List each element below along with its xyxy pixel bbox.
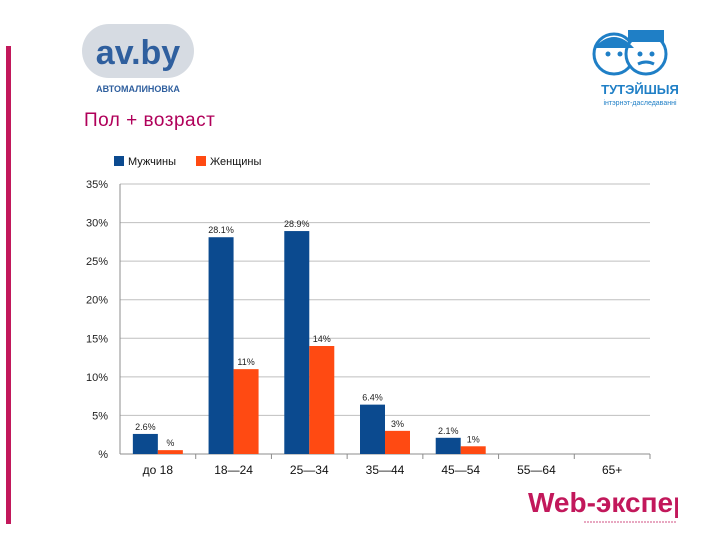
legend-swatch-men xyxy=(114,156,124,166)
y-tick-label: 20% xyxy=(86,295,108,307)
y-tick-label: 30% xyxy=(86,218,108,230)
bar-women xyxy=(385,430,410,454)
web-expert-logo-text: Web-эксперт xyxy=(528,487,678,518)
tuteishyya-logo-text: ТУТЭЙШЫЯ xyxy=(601,82,679,97)
av-by-logo-subtitle: АВТОМАЛИНОВКА xyxy=(96,84,180,94)
x-tick-label: до 18 xyxy=(143,463,174,477)
bar-women xyxy=(309,346,335,454)
data-label-men: 2.6% xyxy=(135,422,156,432)
legend-swatch-women xyxy=(196,156,206,166)
bar-women xyxy=(233,369,259,454)
y-tick-label: 35% xyxy=(86,179,108,191)
data-label-women: 3% xyxy=(391,419,404,429)
data-label-men: 28.1% xyxy=(208,225,234,235)
bar-men xyxy=(435,437,461,454)
bar-men xyxy=(284,231,310,454)
x-tick-label: 25—34 xyxy=(290,463,329,477)
data-label-men: 28.9% xyxy=(284,219,310,229)
x-tick-label: 45—54 xyxy=(441,463,480,477)
legend-label-men: Мужчины xyxy=(128,156,176,168)
tuteishyya-logo: ТУТЭЙШЫЯ інтэрнэт-даследаванні xyxy=(592,30,679,107)
y-tick-label: 10% xyxy=(86,372,108,384)
x-tick-label: 18—24 xyxy=(214,463,253,477)
data-label-men: 6.4% xyxy=(362,393,383,403)
data-label-men: 2.1% xyxy=(438,426,459,436)
y-tick-label: 5% xyxy=(92,410,108,422)
slide-title: Пол + возраст xyxy=(84,110,216,131)
bar-women xyxy=(157,450,183,454)
data-label-women: % xyxy=(166,438,174,448)
av-by-logo-text: av.by xyxy=(96,34,181,72)
legend-label-women: Женщины xyxy=(210,156,261,168)
x-tick-label: 35—44 xyxy=(366,463,405,477)
x-tick-label: 55—64 xyxy=(517,463,556,477)
bar-men xyxy=(208,237,234,454)
y-tick-label: 15% xyxy=(86,333,108,345)
bar-women xyxy=(460,446,486,454)
left-accent-bar xyxy=(6,46,11,524)
y-tick-label: 25% xyxy=(86,256,108,268)
data-label-women: 11% xyxy=(237,357,254,367)
bar-men xyxy=(132,433,158,454)
y-tick-label: % xyxy=(98,449,108,461)
x-tick-label: 65+ xyxy=(602,463,622,477)
av-by-logo: av.by АВТОМАЛИНОВКА xyxy=(82,24,194,94)
data-label-women: 14% xyxy=(313,334,331,344)
gender-age-bar-chart: % 5% 10% 15% 20% 25% 30% 35% до 18 2.6%% 18—24 28.1… xyxy=(86,156,651,477)
tuteishyya-logo-subtitle: інтэрнэт-даследаванні xyxy=(603,99,676,107)
bar-men xyxy=(360,404,385,454)
web-expert-logo: Web-эксперт xyxy=(528,487,678,523)
data-label-women: 1% xyxy=(467,434,480,444)
